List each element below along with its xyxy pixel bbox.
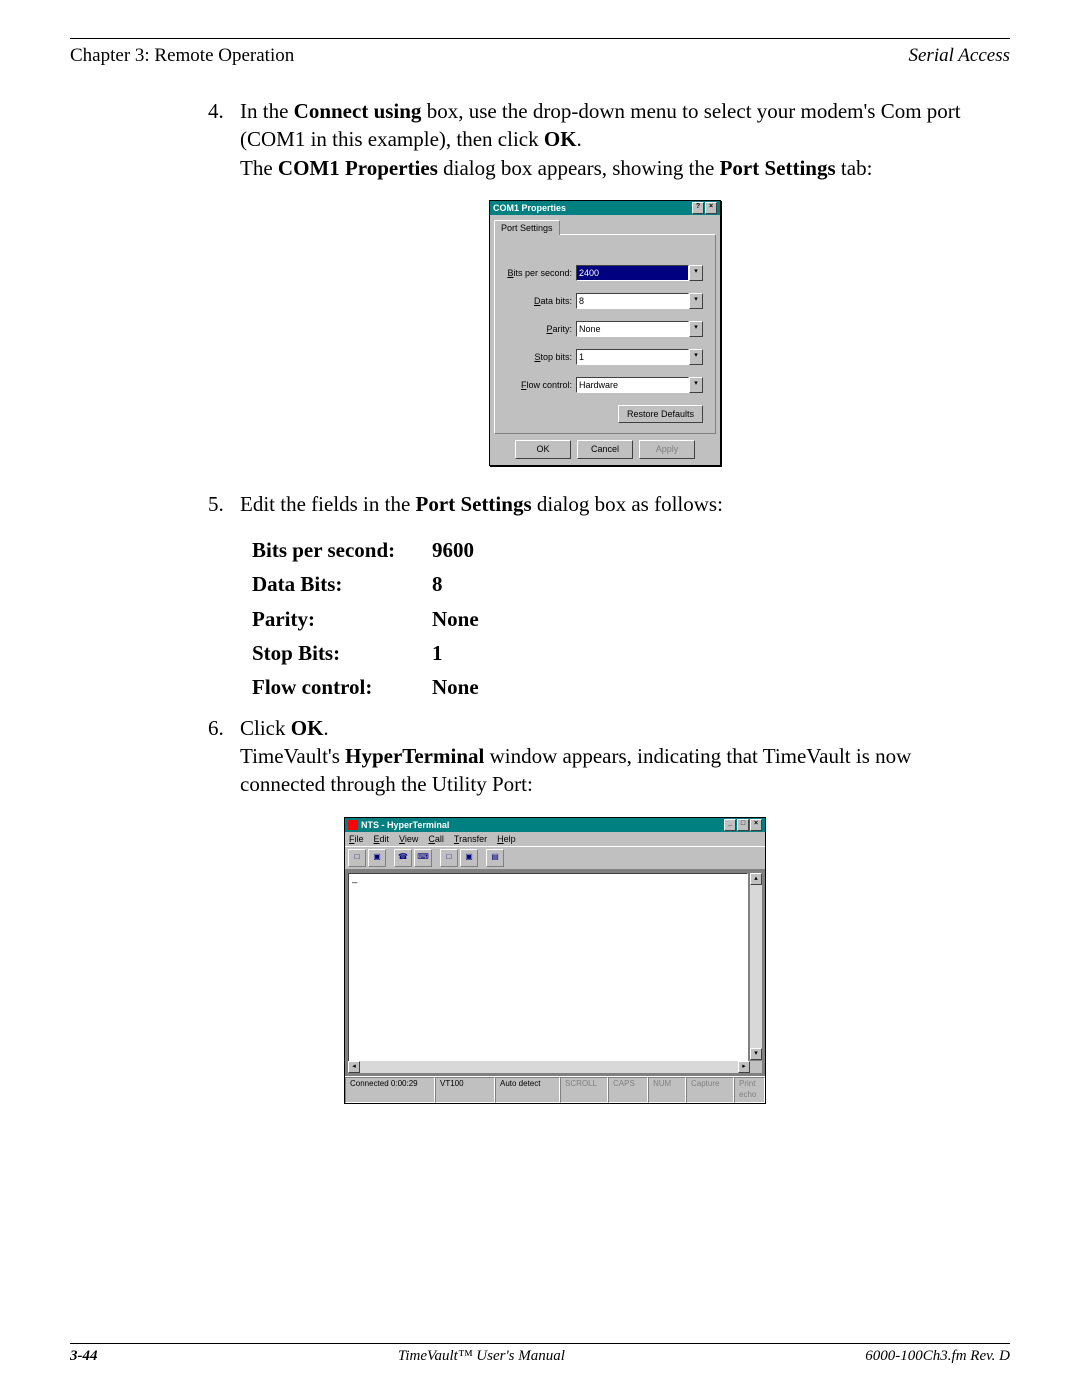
horizontal-scrollbar[interactable]: ◂ ▸ [348,1061,750,1073]
help-icon[interactable]: ? [692,202,704,214]
scroll-left-icon[interactable]: ◂ [348,1061,360,1073]
close-icon[interactable]: × [705,202,717,214]
scroll-right-icon[interactable]: ▸ [738,1061,750,1073]
status-caps: CAPS [608,1077,648,1103]
connect-icon[interactable]: ☎ [394,849,412,867]
step-5-num: 5. [208,490,224,518]
s-flow-label: Flow control: [252,673,432,701]
status-print: Print echo [734,1077,765,1103]
chevron-down-icon[interactable]: ▾ [689,265,703,281]
status-capture: Capture [686,1077,734,1103]
ht-title-text: NTS - HyperTerminal [361,819,449,831]
menu-call[interactable]: Call [428,833,444,845]
s-stop-value: 1 [432,639,512,667]
scroll-up-icon[interactable]: ▴ [750,873,762,885]
data-bits-label: Data bits: [507,295,572,307]
close-icon[interactable]: × [750,819,762,831]
properties-icon[interactable]: ▤ [486,849,504,867]
menu-transfer[interactable]: Transfer [454,833,487,845]
s-bits-label: Bits per second: [252,536,432,564]
receive-icon[interactable]: ▣ [460,849,478,867]
footer-doc-rev: 6000-100Ch3.fm Rev. D [865,1348,1010,1365]
chevron-down-icon[interactable]: ▾ [689,293,703,309]
status-detect: Auto detect [495,1077,560,1103]
menu-file[interactable]: File [349,833,364,845]
restore-defaults-button[interactable]: Restore Defaults [618,405,703,423]
com1-properties-dialog: COM1 Properties ? × Port Settings Bits p… [489,200,721,466]
bits-per-second-input[interactable]: 2400 [576,265,689,281]
footer-page-number: 3-44 [70,1348,98,1365]
hyperterminal-window: NTS - HyperTerminal _ □ × File Edit View… [344,817,766,1104]
chevron-down-icon[interactable]: ▾ [689,377,703,393]
menu-view[interactable]: View [399,833,418,845]
tab-port-settings[interactable]: Port Settings [494,220,560,235]
com1-title-text: COM1 Properties [493,202,566,214]
ok-button[interactable]: OK [515,440,571,458]
menu-help[interactable]: Help [497,833,516,845]
step-6: 6. Click OK. TimeVault's HyperTerminal w… [240,714,970,799]
status-connected: Connected 0:00:29 [345,1077,435,1103]
flow-control-input[interactable]: Hardware [576,377,689,393]
parity-label: Parity: [507,323,572,335]
minimize-icon[interactable]: _ [724,819,736,831]
open-icon[interactable]: ▣ [368,849,386,867]
port-settings-values: Bits per second:9600 Data Bits:8 Parity:… [252,536,970,702]
status-scroll: SCROLL [560,1077,608,1103]
scroll-corner [750,1061,762,1073]
stop-bits-label: Stop bits: [507,351,572,363]
s-flow-value: None [432,673,512,701]
step-5: 5. Edit the fields in the Port Settings … [240,490,970,518]
terminal-output[interactable]: — [348,873,748,1073]
step-6-num: 6. [208,714,224,742]
ht-statusbar: Connected 0:00:29 VT100 Auto detect SCRO… [345,1076,765,1103]
ht-menubar: File Edit View Call Transfer Help [345,832,765,846]
s-stop-label: Stop Bits: [252,639,432,667]
cancel-button[interactable]: Cancel [577,440,633,458]
s-parity-label: Parity: [252,605,432,633]
stop-bits-input[interactable]: 1 [576,349,689,365]
send-icon[interactable]: □ [440,849,458,867]
disconnect-icon[interactable]: ⌨ [414,849,432,867]
chevron-down-icon[interactable]: ▾ [689,321,703,337]
s-parity-value: None [432,605,512,633]
ht-titlebar: NTS - HyperTerminal _ □ × [345,818,765,832]
new-icon[interactable]: □ [348,849,366,867]
footer-manual-title: TimeVault™ User's Manual [398,1348,565,1365]
status-num: NUM [648,1077,686,1103]
step-4-num: 4. [208,97,224,125]
s-bits-value: 9600 [432,536,512,564]
header-right: Serial Access [909,45,1011,67]
s-data-label: Data Bits: [252,570,432,598]
status-vt: VT100 [435,1077,495,1103]
maximize-icon[interactable]: □ [737,819,749,831]
flow-control-label: Flow control: [507,379,572,391]
bits-per-second-label: Bits per second: [507,267,572,279]
ht-toolbar: □ ▣ ☎ ⌨ □ ▣ ▤ [345,846,765,870]
step-4: 4. In the Connect using box, use the dro… [240,97,970,182]
parity-input[interactable]: None [576,321,689,337]
s-data-value: 8 [432,570,512,598]
scroll-down-icon[interactable]: ▾ [750,1048,762,1060]
menu-edit[interactable]: Edit [374,833,390,845]
vertical-scrollbar[interactable]: ▴ ▾ [750,873,762,1060]
header-left: Chapter 3: Remote Operation [70,45,294,67]
chevron-down-icon[interactable]: ▾ [689,349,703,365]
ht-app-icon [348,820,358,830]
com1-titlebar: COM1 Properties ? × [490,201,720,215]
apply-button[interactable]: Apply [639,440,695,458]
data-bits-input[interactable]: 8 [576,293,689,309]
